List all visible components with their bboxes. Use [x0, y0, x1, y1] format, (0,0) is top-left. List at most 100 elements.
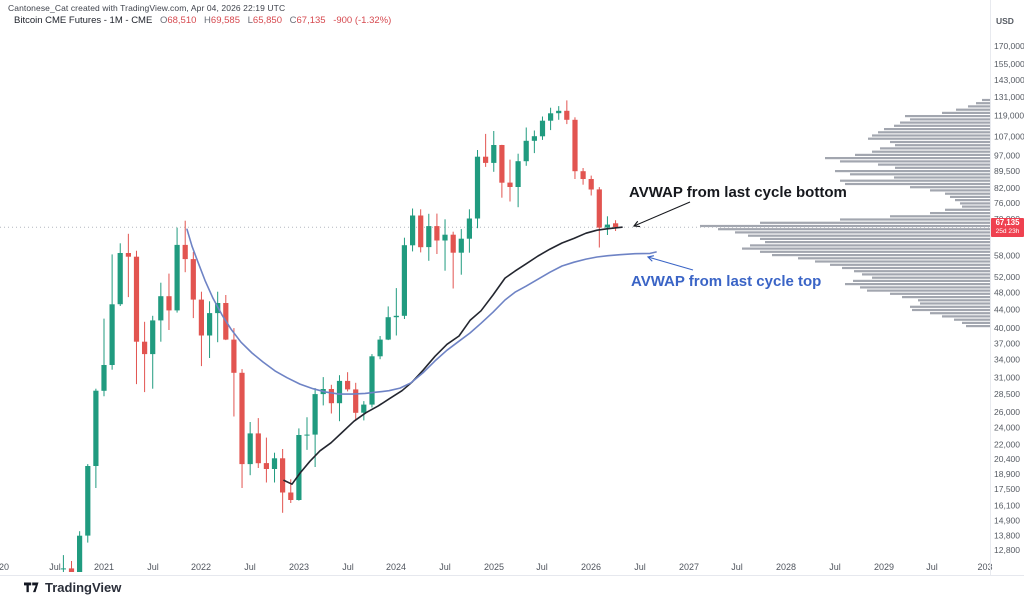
volume-profile-bar: [855, 153, 990, 156]
time-tick-label: 2025: [484, 562, 504, 572]
price-tick-label: 24,000: [994, 423, 1020, 433]
price-tick-label: 22,000: [994, 440, 1020, 450]
price-tick-label: 31,000: [994, 373, 1020, 383]
time-tick-label: Jul: [926, 562, 938, 572]
candle-body: [190, 259, 196, 300]
candle-body: [142, 341, 148, 355]
annotation-arrows: [632, 201, 694, 271]
volume-profile-bar: [918, 299, 990, 302]
price-tick-label: 76,000: [994, 198, 1020, 208]
candle-body: [369, 356, 375, 405]
volume-profile-bar: [872, 150, 990, 153]
volume-profile-bar: [742, 247, 990, 250]
volume-profile-bar: [840, 218, 990, 221]
time-tick-label: Jul: [536, 562, 548, 572]
currency-label[interactable]: USD: [996, 16, 1014, 26]
candle-body: [442, 234, 448, 241]
volume-profile-bar: [902, 296, 990, 299]
volume-profile-bar: [880, 147, 990, 150]
avwap-top-arrow: [646, 255, 694, 271]
avwap-curves: [186, 226, 657, 486]
volume-profile-bar: [930, 312, 990, 315]
volume-profile-bar: [895, 144, 990, 147]
volume-profile-bar: [962, 205, 990, 208]
candle-body: [255, 433, 261, 464]
volume-profile-bar: [860, 286, 990, 289]
time-tick-label: 20: [0, 562, 9, 572]
price-tick-label: 107,000: [994, 131, 1024, 141]
footer-branding: TradingView: [24, 580, 121, 595]
candle-body: [450, 234, 456, 253]
candle-body: [588, 179, 594, 190]
symbol-legend[interactable]: Bitcoin CME Futures - 1M - CME O68,510 H…: [14, 15, 391, 26]
candles-series: [60, 100, 619, 572]
price-tick-label: 40,000: [994, 323, 1020, 333]
axis-labels[interactable]: 170,000 155,000 143,000 131,000 119,000 107,0…: [0, 41, 1024, 572]
volume-profile-bar: [945, 192, 990, 195]
candle-body: [434, 226, 440, 241]
volume-profile-bar: [878, 163, 990, 166]
volume-profile-bar: [968, 105, 990, 108]
time-tick-label: Jul: [829, 562, 841, 572]
time-tick-label: 2027: [679, 562, 699, 572]
candle-body: [377, 339, 383, 357]
candle-body: [596, 189, 602, 228]
candle-body: [288, 492, 294, 500]
candle-body: [231, 339, 237, 373]
chart-canvas[interactable]: 170,000 155,000 143,000 131,000 119,000 107,0…: [0, 0, 1024, 578]
candle-body: [68, 568, 75, 572]
time-tick-label: 203: [977, 562, 992, 572]
price-tick-label: 44,000: [994, 305, 1020, 315]
avwap-bottom-arrow: [632, 201, 691, 228]
candle-body: [198, 299, 204, 336]
candle-body: [304, 434, 310, 436]
candle-body: [93, 390, 99, 466]
candle-body: [410, 215, 416, 246]
candle-body: [101, 365, 107, 391]
volume-profile-bar: [830, 263, 990, 266]
volume-profile-bar: [750, 244, 990, 247]
symbol-info: Bitcoin CME Futures - 1M - CME: [14, 15, 153, 26]
candle-body: [491, 145, 497, 163]
price-tick-label: 82,000: [994, 183, 1020, 193]
candle-body: [531, 136, 537, 141]
price-tick-label: 52,000: [994, 272, 1020, 282]
time-tick-label: Jul: [244, 562, 256, 572]
price-tick-label: 18,900: [994, 469, 1020, 479]
volume-profile-bar: [862, 273, 990, 276]
volume-profile-bar: [895, 166, 990, 169]
candle-body: [328, 389, 334, 404]
volume-profile-bar: [798, 257, 990, 260]
volume-profile-bar: [735, 231, 990, 234]
volume-profile-bar: [960, 202, 990, 205]
time-tick-label: Jul: [731, 562, 743, 572]
chart-credit: Cantonese_Cat created with TradingView.c…: [8, 3, 286, 13]
price-tick-label: 131,000: [994, 92, 1024, 102]
price-tick-label: 48,000: [994, 288, 1020, 298]
price-tick-label: 89,500: [994, 166, 1020, 176]
open-value: 68,510: [167, 15, 197, 26]
volume-profile-bar: [884, 128, 990, 131]
time-tick-label: 2028: [776, 562, 796, 572]
volume-profile-bar: [748, 234, 990, 237]
volume-profile-bar: [945, 208, 990, 211]
volume-profile-bar: [894, 124, 990, 127]
time-tick-label: 2021: [94, 562, 114, 572]
volume-profile-bar: [760, 221, 990, 224]
close-value: 67,135: [296, 15, 326, 26]
candle-body: [182, 244, 188, 260]
candle-body: [361, 404, 367, 413]
candle-body: [77, 535, 83, 572]
candle-body: [564, 110, 570, 120]
candle-body: [247, 433, 253, 465]
price-tick-label: 12,800: [994, 545, 1020, 555]
price-tick-label: 20,400: [994, 454, 1020, 464]
candle-body: [515, 161, 521, 187]
volume-profile-bar: [910, 118, 990, 121]
candle-body: [207, 313, 213, 336]
volume-profile-bar: [840, 179, 990, 182]
brand-name: TradingView: [45, 580, 122, 595]
candle-body: [426, 226, 432, 248]
candle-body: [174, 244, 180, 311]
volume-profile-bar: [955, 199, 990, 202]
